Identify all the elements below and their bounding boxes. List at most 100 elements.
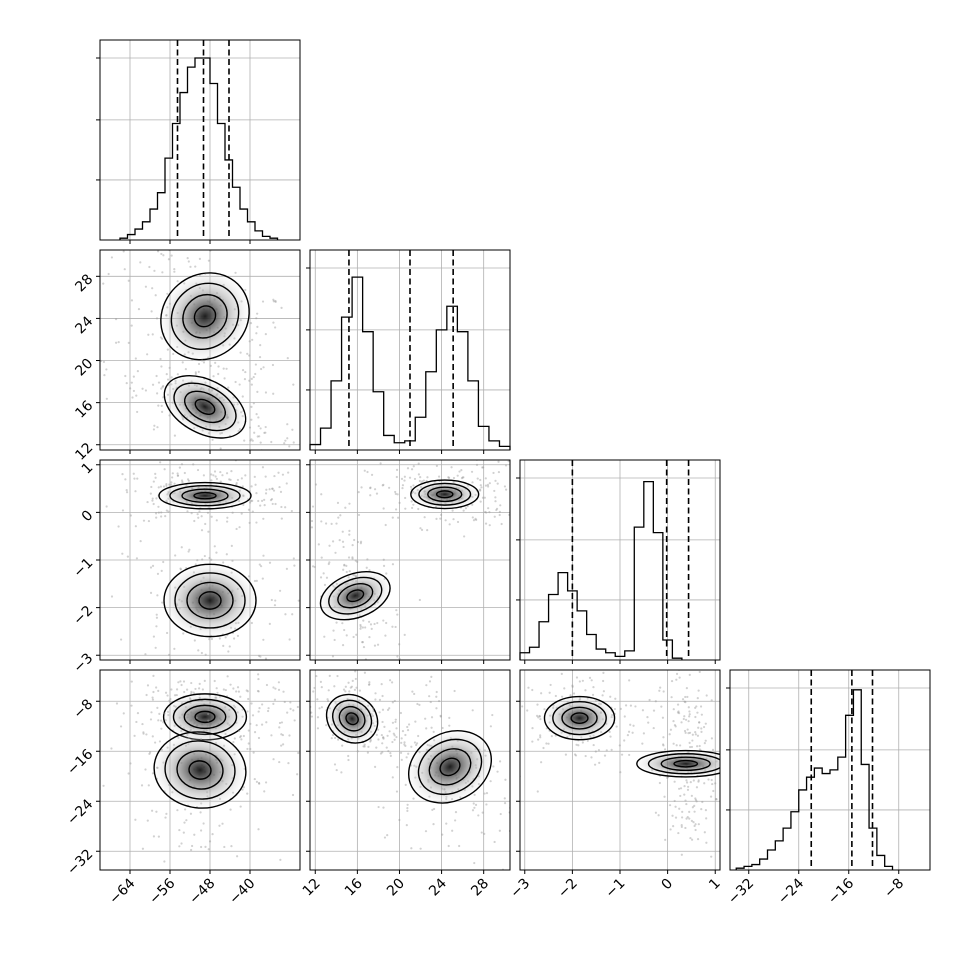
sample-point: [242, 503, 245, 507]
sample-point: [447, 844, 450, 848]
sample-point: [256, 325, 259, 328]
sample-point: [540, 761, 543, 764]
sample-point: [500, 720, 502, 722]
sample-point: [452, 518, 455, 521]
sample-point: [409, 485, 413, 488]
sample-point: [676, 703, 680, 706]
sample-point: [186, 257, 189, 260]
sample-point: [151, 809, 154, 812]
sample-point: [210, 637, 214, 641]
sample-point: [405, 756, 408, 759]
sample-point: [693, 810, 696, 813]
x-tick-label: −32: [725, 876, 757, 908]
sample-point: [493, 840, 496, 844]
sample-point: [560, 672, 563, 676]
sample-point: [641, 742, 644, 745]
sample-point: [199, 811, 202, 814]
sample-point: [160, 404, 163, 407]
sample-point: [224, 732, 227, 736]
x-tick-label: 1: [706, 876, 724, 894]
sample-point: [157, 486, 160, 489]
sample-point: [514, 693, 516, 695]
sample-point: [135, 394, 138, 397]
sample-point: [321, 672, 323, 674]
sample-point: [154, 741, 157, 744]
sample-point: [395, 468, 399, 471]
sample-point: [393, 734, 396, 737]
sample-point: [416, 702, 419, 706]
sample-point: [425, 879, 427, 881]
panel-frame: [99, 459, 301, 661]
sample-point: [695, 800, 698, 803]
sample-point: [190, 681, 193, 685]
sample-point: [473, 793, 476, 796]
sample-point: [239, 453, 241, 455]
sample-point: [342, 568, 345, 571]
sample-point: [734, 818, 736, 820]
sample-point: [523, 664, 525, 666]
sample-point: [697, 726, 700, 729]
sample-point: [534, 794, 536, 796]
sample-point: [257, 690, 260, 693]
sample-point: [135, 643, 137, 645]
sample-point: [264, 391, 268, 394]
sample-point: [110, 256, 114, 259]
sample-point: [698, 721, 701, 724]
sample-point: [431, 808, 434, 811]
sample-point: [404, 733, 407, 737]
sample-point: [239, 735, 243, 738]
sample-point: [391, 625, 394, 628]
sample-point: [278, 485, 281, 489]
sample-point: [184, 808, 187, 811]
sample-point: [320, 706, 323, 709]
sample-point: [351, 557, 354, 560]
sample-point: [382, 806, 385, 809]
sample-point: [394, 720, 397, 724]
sample-point: [203, 679, 206, 682]
sample-point: [86, 532, 88, 534]
sample-point: [272, 489, 276, 492]
sample-point: [134, 525, 137, 528]
sample-point: [100, 359, 103, 363]
sample-point: [290, 509, 293, 513]
sample-point: [369, 740, 372, 743]
sample-point: [693, 804, 696, 807]
density-blob: [325, 693, 379, 745]
sample-point: [285, 482, 288, 485]
sample-point: [479, 484, 482, 487]
sample-point: [200, 243, 202, 245]
sample-point: [697, 780, 700, 783]
sample-point: [238, 729, 241, 733]
sample-point: [278, 697, 280, 699]
sample-point: [311, 505, 315, 508]
sample-point: [207, 712, 210, 716]
sample-point: [531, 740, 534, 743]
sample-point: [662, 736, 665, 739]
sample-point: [174, 192, 176, 194]
contour-level-0: [158, 481, 252, 510]
sample-point: [236, 700, 239, 703]
sample-point: [393, 738, 396, 741]
sample-point: [260, 723, 264, 726]
sample-point: [179, 568, 183, 571]
sample-point: [399, 751, 403, 754]
sample-point: [417, 462, 420, 465]
sample-point: [491, 713, 494, 717]
sample-point: [515, 721, 517, 723]
sample-point: [684, 695, 687, 699]
y-tick-label: 16: [72, 398, 96, 422]
sample-point: [499, 812, 502, 816]
sample-point: [400, 741, 403, 744]
sample-point: [686, 728, 689, 731]
sample-point: [251, 719, 253, 721]
sample-point: [334, 736, 337, 740]
sample-point: [252, 402, 255, 405]
sample-point: [259, 427, 262, 430]
sample-point: [687, 882, 689, 884]
sample-point: [453, 689, 456, 693]
sample-point: [353, 688, 356, 691]
contour-level-3: [194, 398, 216, 415]
sample-point: [280, 744, 283, 747]
sample-point: [684, 731, 687, 734]
sample-point: [250, 383, 253, 386]
